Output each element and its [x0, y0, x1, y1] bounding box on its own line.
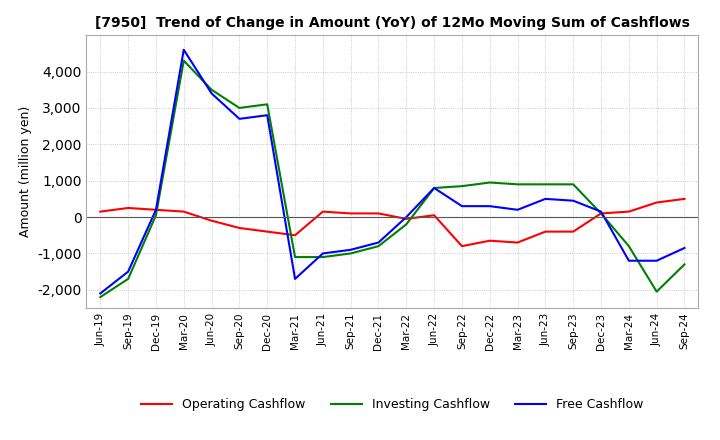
- Free Cashflow: [430, 185, 438, 191]
- Operating Cashflow: [96, 209, 104, 214]
- Free Cashflow: [458, 204, 467, 209]
- Operating Cashflow: [207, 218, 216, 224]
- Investing Cashflow: [624, 243, 633, 249]
- Operating Cashflow: [597, 211, 606, 216]
- Operating Cashflow: [152, 207, 161, 213]
- Investing Cashflow: [263, 102, 271, 107]
- Operating Cashflow: [179, 209, 188, 214]
- Line: Free Cashflow: Free Cashflow: [100, 50, 685, 293]
- Operating Cashflow: [235, 225, 243, 231]
- Free Cashflow: [569, 198, 577, 203]
- Investing Cashflow: [96, 294, 104, 300]
- Legend: Operating Cashflow, Investing Cashflow, Free Cashflow: Operating Cashflow, Investing Cashflow, …: [136, 393, 649, 416]
- Operating Cashflow: [318, 209, 327, 214]
- Free Cashflow: [624, 258, 633, 264]
- Operating Cashflow: [402, 216, 410, 221]
- Line: Operating Cashflow: Operating Cashflow: [100, 199, 685, 246]
- Free Cashflow: [402, 214, 410, 220]
- Investing Cashflow: [235, 105, 243, 110]
- Investing Cashflow: [652, 289, 661, 294]
- Free Cashflow: [346, 247, 355, 253]
- Investing Cashflow: [458, 183, 467, 189]
- Operating Cashflow: [374, 211, 383, 216]
- Free Cashflow: [680, 246, 689, 251]
- Investing Cashflow: [152, 213, 161, 218]
- Free Cashflow: [96, 291, 104, 296]
- Operating Cashflow: [652, 200, 661, 205]
- Operating Cashflow: [541, 229, 550, 234]
- Investing Cashflow: [569, 182, 577, 187]
- Investing Cashflow: [680, 262, 689, 267]
- Investing Cashflow: [207, 87, 216, 92]
- Title: [7950]  Trend of Change in Amount (YoY) of 12Mo Moving Sum of Cashflows: [7950] Trend of Change in Amount (YoY) o…: [95, 16, 690, 30]
- Investing Cashflow: [124, 276, 132, 282]
- Investing Cashflow: [291, 254, 300, 260]
- Investing Cashflow: [374, 243, 383, 249]
- Investing Cashflow: [318, 254, 327, 260]
- Operating Cashflow: [291, 233, 300, 238]
- Investing Cashflow: [513, 182, 522, 187]
- Investing Cashflow: [541, 182, 550, 187]
- Free Cashflow: [179, 47, 188, 52]
- Operating Cashflow: [680, 196, 689, 202]
- Free Cashflow: [235, 116, 243, 121]
- Free Cashflow: [263, 113, 271, 118]
- Free Cashflow: [485, 204, 494, 209]
- Free Cashflow: [541, 196, 550, 202]
- Y-axis label: Amount (million yen): Amount (million yen): [19, 106, 32, 237]
- Free Cashflow: [597, 209, 606, 214]
- Operating Cashflow: [346, 211, 355, 216]
- Investing Cashflow: [402, 222, 410, 227]
- Operating Cashflow: [485, 238, 494, 243]
- Investing Cashflow: [179, 58, 188, 63]
- Investing Cashflow: [597, 211, 606, 216]
- Operating Cashflow: [458, 243, 467, 249]
- Free Cashflow: [152, 207, 161, 213]
- Free Cashflow: [318, 251, 327, 256]
- Investing Cashflow: [485, 180, 494, 185]
- Operating Cashflow: [513, 240, 522, 245]
- Free Cashflow: [374, 240, 383, 245]
- Operating Cashflow: [263, 229, 271, 234]
- Operating Cashflow: [569, 229, 577, 234]
- Investing Cashflow: [346, 251, 355, 256]
- Investing Cashflow: [430, 185, 438, 191]
- Operating Cashflow: [124, 205, 132, 211]
- Free Cashflow: [207, 91, 216, 96]
- Free Cashflow: [124, 269, 132, 274]
- Operating Cashflow: [624, 209, 633, 214]
- Line: Investing Cashflow: Investing Cashflow: [100, 61, 685, 297]
- Free Cashflow: [291, 276, 300, 282]
- Free Cashflow: [652, 258, 661, 264]
- Operating Cashflow: [430, 213, 438, 218]
- Free Cashflow: [513, 207, 522, 213]
